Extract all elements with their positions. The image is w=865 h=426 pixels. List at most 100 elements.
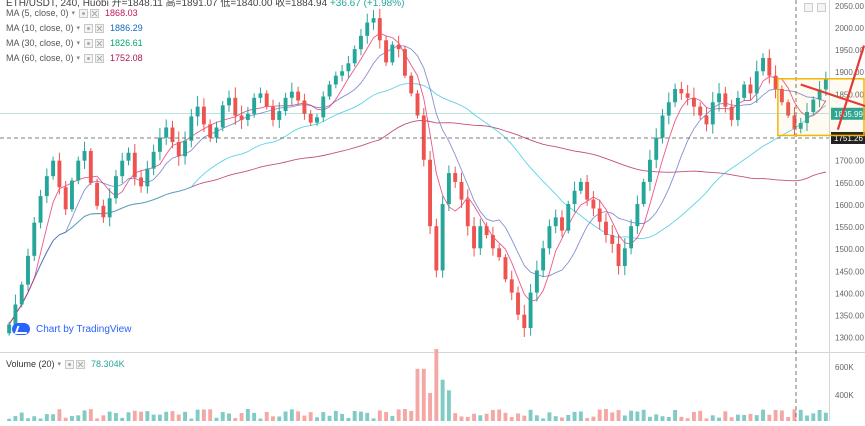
volume-bar (679, 416, 684, 421)
legend-ma30[interactable]: MA (30, close, 0) ▾ 1826.61 (6, 38, 143, 48)
candle-body (572, 190, 577, 205)
volume-bar (302, 415, 307, 421)
chevron-down-icon[interactable]: ▾ (71, 10, 76, 17)
candle-body (497, 248, 502, 258)
close-icon[interactable] (90, 8, 100, 18)
volume-bar (88, 409, 93, 421)
candle-body (239, 115, 244, 120)
volume-bar (82, 410, 87, 421)
candle-body (333, 75, 338, 85)
candle-body (113, 176, 118, 199)
volume-bar (359, 411, 363, 421)
chevron-down-icon[interactable]: ▾ (57, 361, 62, 368)
eye-icon[interactable] (65, 359, 75, 369)
y-axis-tick-label: 1450.00 (835, 267, 864, 276)
candle-body (779, 88, 784, 103)
eye-icon[interactable] (84, 38, 94, 48)
candle-body (76, 160, 81, 181)
close-icon[interactable] (76, 359, 86, 369)
volume-bar (321, 412, 326, 421)
candle-body (534, 270, 539, 293)
candle-body (541, 248, 546, 271)
chevron-down-icon[interactable]: ▾ (76, 55, 81, 62)
candle-body (440, 204, 445, 271)
volume-bar (578, 411, 583, 421)
candle-body (227, 97, 231, 106)
candle-body (396, 44, 401, 50)
candle-body (289, 91, 294, 98)
candle-body (308, 113, 313, 123)
ma5-line (8, 32, 827, 325)
candle-body (51, 160, 56, 177)
legend-ma60[interactable]: MA (60, close, 0) ▾ 1752.08 (6, 53, 143, 63)
chevron-down-icon[interactable]: ▾ (76, 25, 81, 32)
candle-body (415, 93, 420, 116)
volume-bar (126, 412, 131, 421)
volume-bar (761, 409, 765, 421)
eye-icon[interactable] (79, 8, 89, 18)
volume-bar (239, 413, 244, 421)
volume-bar (805, 415, 809, 421)
eye-icon[interactable] (84, 23, 94, 33)
volume-bar (541, 418, 546, 421)
candle-body (710, 102, 715, 125)
close-icon[interactable] (95, 53, 105, 63)
volume-bar (377, 410, 382, 421)
volume-bar (604, 409, 608, 421)
zigzag-breakout-arrow (836, 45, 865, 131)
y-axis-tick-label: 2050.00 (835, 2, 864, 11)
volume-legend[interactable]: Volume (20) ▾ 78.304K (6, 359, 125, 369)
tradingview-attribution-link[interactable]: Chart by TradingView (12, 323, 131, 335)
volume-bar (691, 411, 696, 421)
candle-body (302, 100, 307, 114)
y-axis-tick-label: 1300.00 (835, 334, 864, 343)
volume-bar (264, 412, 269, 421)
candle-body (528, 292, 533, 328)
ma30-value: 1826.61 (110, 38, 143, 48)
chevron-down-icon[interactable]: ▾ (76, 40, 81, 47)
candle-body (748, 84, 753, 94)
volume-bar (516, 413, 520, 421)
volume-bar (616, 410, 621, 421)
candle-body (164, 127, 169, 138)
volume-bar (767, 414, 772, 421)
candle-body (208, 124, 213, 138)
candle-body (315, 117, 319, 123)
volume-bar (252, 412, 257, 421)
legend-ma10[interactable]: MA (10, close, 0) ▾ 1886.29 (6, 23, 143, 33)
candle-body (340, 71, 345, 76)
volume-bar (472, 413, 476, 421)
volume-bar (440, 379, 445, 421)
close-icon[interactable] (95, 38, 105, 48)
eye-icon[interactable] (84, 53, 94, 63)
candle-body (151, 151, 156, 169)
candle-body (252, 97, 257, 114)
volume-bar (308, 412, 313, 421)
candle-body (120, 160, 125, 177)
close-pane-icon[interactable] (817, 3, 826, 12)
candle-body (616, 243, 621, 267)
volume-bar (107, 411, 112, 421)
volume-bar (195, 409, 200, 421)
candle-body (139, 177, 144, 187)
settings-square-icon[interactable] (804, 3, 813, 12)
candle-body (107, 198, 112, 218)
y-axis-tick-label: 1350.00 (835, 312, 864, 321)
volume-bar (402, 408, 407, 421)
volume-bar (484, 413, 489, 421)
candle-body (798, 123, 803, 129)
candle-body (641, 181, 646, 205)
volume-bar (26, 418, 30, 421)
legend-ma5[interactable]: MA (5, close, 0) ▾ 1868.03 (6, 8, 138, 18)
candle-body (258, 93, 263, 98)
volume-bar (698, 410, 703, 421)
candle-body (685, 93, 690, 98)
volume-bar (421, 368, 426, 421)
candle-body (157, 137, 162, 152)
candle-body (283, 97, 288, 112)
close-icon[interactable] (95, 23, 105, 33)
candle-body (767, 57, 772, 76)
candle-body (19, 284, 24, 305)
